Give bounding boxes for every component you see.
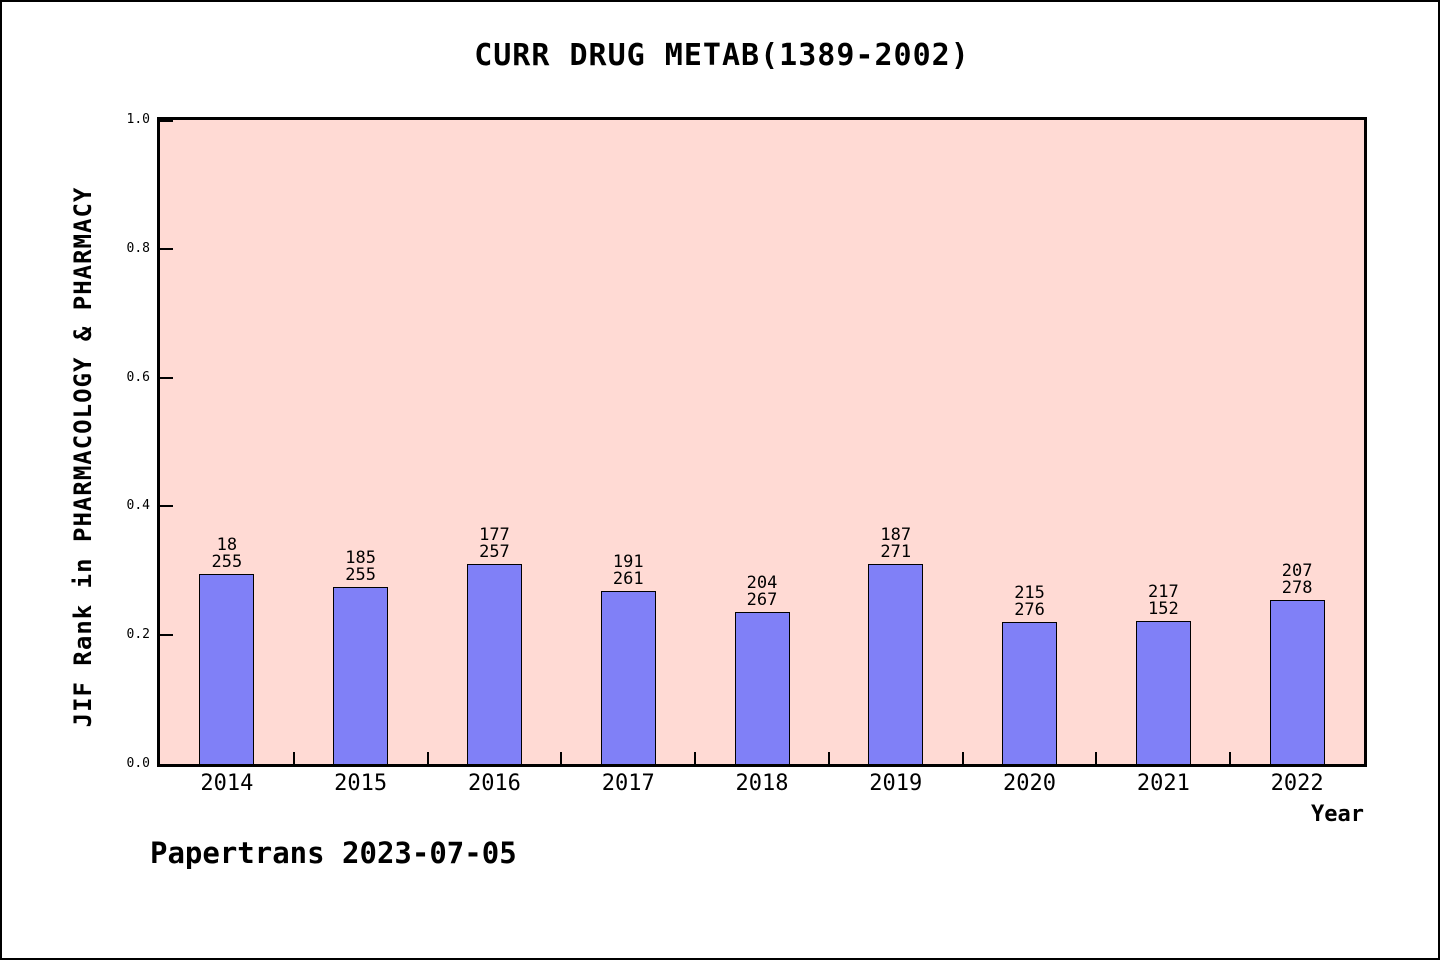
bar-label-2016: 177 257	[434, 527, 554, 561]
y-axis-tick-labels: 0.0 0.2 0.4 0.6 0.8 1.0	[2, 113, 152, 770]
bar-label-2022: 207 278	[1237, 563, 1357, 597]
y-tick-label-0.2: 0.2	[126, 627, 150, 643]
x-axis-tick-mark	[1229, 752, 1232, 764]
x-tick-label-2020: 2020	[1003, 771, 1057, 796]
bar-label-rank: 207	[1281, 561, 1313, 581]
x-axis-tick-mark	[961, 752, 964, 764]
x-tick-label-2019: 2019	[869, 771, 923, 796]
y-axis-tick-mark	[160, 120, 173, 122]
x-axis-tick-mark	[292, 752, 295, 764]
x-tick-label-2021: 2021	[1136, 771, 1190, 796]
y-axis-tick-mark	[160, 505, 173, 508]
y-axis-tick-mark	[160, 634, 173, 637]
bar-2015	[333, 587, 389, 764]
bar-label-total: 152	[1147, 599, 1179, 619]
bar-label-total: 257	[479, 542, 510, 562]
bar-label-total: 276	[1014, 600, 1045, 620]
bar-label-2017: 191 261	[568, 554, 688, 588]
x-axis-tick-mark	[694, 752, 697, 764]
x-tick-label-2022: 2022	[1270, 771, 1324, 796]
bar-label-2018: 204 267	[702, 575, 822, 609]
bar-2019	[868, 564, 924, 764]
bar-label-2019: 187 271	[836, 527, 956, 561]
y-axis-tick-mark	[160, 247, 173, 250]
chart-title: CURR DRUG METAB(1389-2002)	[474, 38, 970, 73]
bar-label-rank: 187	[880, 525, 912, 545]
x-axis-label: Year	[1311, 802, 1364, 827]
bar-label-2020: 215 276	[970, 585, 1090, 619]
bar-label-total: 255	[211, 552, 243, 572]
x-tick-label-2014: 2014	[200, 771, 254, 796]
y-tick-label-0.0: 0.0	[126, 756, 150, 771]
bar-2017	[600, 591, 656, 764]
x-axis-tick-mark	[1095, 752, 1098, 764]
y-tick-label-0.6: 0.6	[126, 369, 150, 385]
y-axis-tick-mark	[160, 376, 173, 379]
plot-area: 18 255 185 255 177 257 191 261 204 267 187 271 215 27…	[157, 117, 1367, 767]
bar-label-rank: 204	[746, 573, 778, 593]
bar-2018	[734, 612, 790, 764]
bar-2020	[1002, 622, 1058, 764]
bar-label-total: 267	[746, 590, 778, 610]
x-tick-label-2015: 2015	[334, 771, 388, 796]
bar-label-total: 261	[612, 569, 644, 589]
x-axis-tick-mark	[827, 752, 830, 764]
x-tick-label-2016: 2016	[467, 771, 521, 796]
x-tick-label-2017: 2017	[601, 771, 655, 796]
bar-label-rank: 217	[1147, 582, 1179, 602]
bar-label-2014: 18 255	[167, 537, 287, 571]
y-tick-label-1.0: 1.0	[126, 112, 150, 127]
y-tick-label-0.8: 0.8	[126, 240, 150, 256]
bar-label-total: 278	[1281, 578, 1313, 598]
x-axis-tick-labels: 2014 2015 2016 2017 2018 2019 2020 2021 2022	[160, 769, 1364, 799]
bar-label-rank: 18	[216, 535, 238, 555]
bar-label-total: 271	[880, 542, 912, 562]
bar-2021	[1135, 621, 1191, 764]
bar-label-2021: 217 152	[1103, 584, 1223, 618]
bar-2016	[466, 564, 522, 764]
bar-2014	[199, 574, 255, 764]
bar-label-rank: 191	[612, 552, 644, 572]
bar-label-rank: 215	[1014, 583, 1045, 603]
bar-2022	[1269, 600, 1325, 764]
y-tick-label-0.4: 0.4	[126, 498, 150, 514]
bar-label-total: 255	[345, 565, 377, 585]
x-axis-tick-mark	[426, 752, 429, 764]
x-axis-tick-mark	[560, 752, 563, 764]
bar-label-rank: 177	[479, 525, 510, 545]
x-tick-label-2018: 2018	[735, 771, 789, 796]
footer-text: Papertrans 2023-07-05	[150, 836, 517, 870]
bar-label-rank: 185	[345, 548, 377, 568]
bar-label-2015: 185 255	[301, 550, 421, 584]
